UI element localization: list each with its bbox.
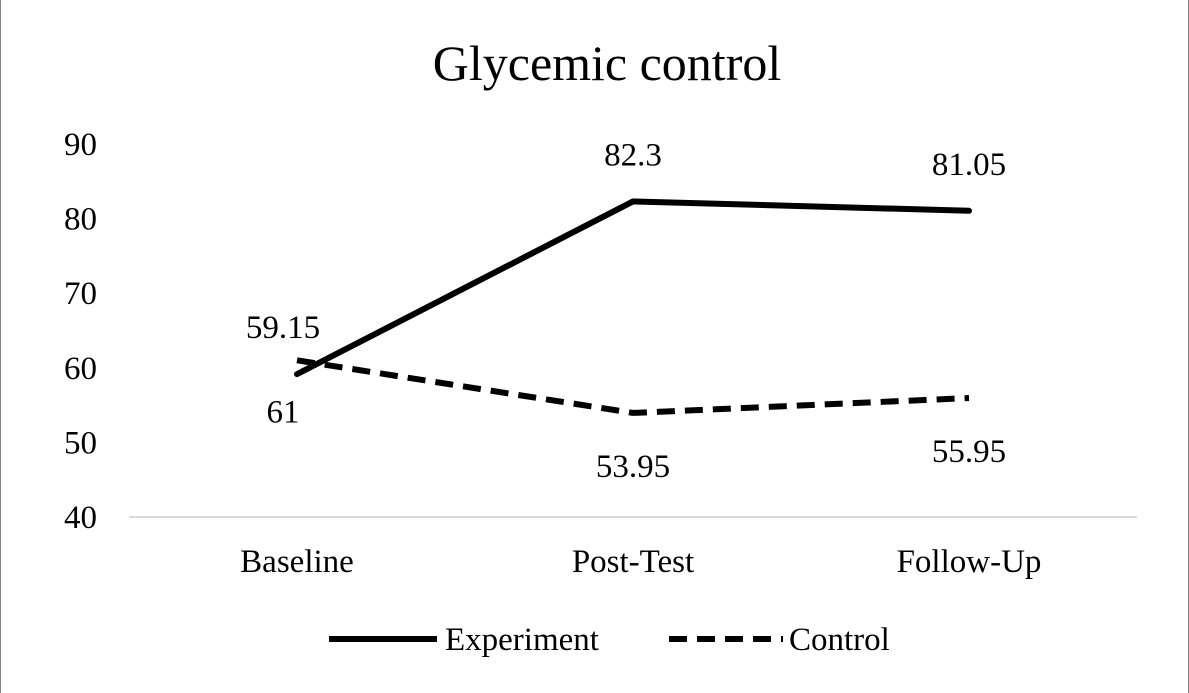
y-tick-label: 90 [64,127,97,163]
data-label: 59.15 [246,310,320,346]
series-lines [294,198,972,416]
data-label: 82.3 [604,137,662,173]
legend-label-experiment: Experiment [445,622,599,658]
y-axis-ticks: 40 50 60 70 80 90 [64,127,97,536]
x-tick-label: Post-Test [572,544,694,580]
data-labels: 59.15 82.3 81.05 61 53.95 55.95 [246,137,1006,484]
x-tick-label: Baseline [240,544,354,580]
data-label: 81.05 [932,147,1006,183]
x-axis-ticks: Baseline Post-Test Follow-Up [240,544,1041,580]
y-tick-label: 50 [64,425,97,461]
data-label: 61 [267,394,300,430]
legend: Experiment Control [329,622,890,658]
series-line-control [296,357,970,416]
series-line-experiment [294,198,972,378]
chart-title: Glycemic control [433,35,782,91]
y-tick-label: 70 [64,276,97,312]
y-tick-label: 60 [64,351,97,387]
x-tick-label: Follow-Up [897,544,1042,580]
y-tick-label: 40 [64,500,97,536]
data-label: 55.95 [932,434,1006,470]
y-tick-label: 80 [64,202,97,238]
legend-label-control: Control [789,622,890,658]
data-label: 53.95 [596,449,670,485]
